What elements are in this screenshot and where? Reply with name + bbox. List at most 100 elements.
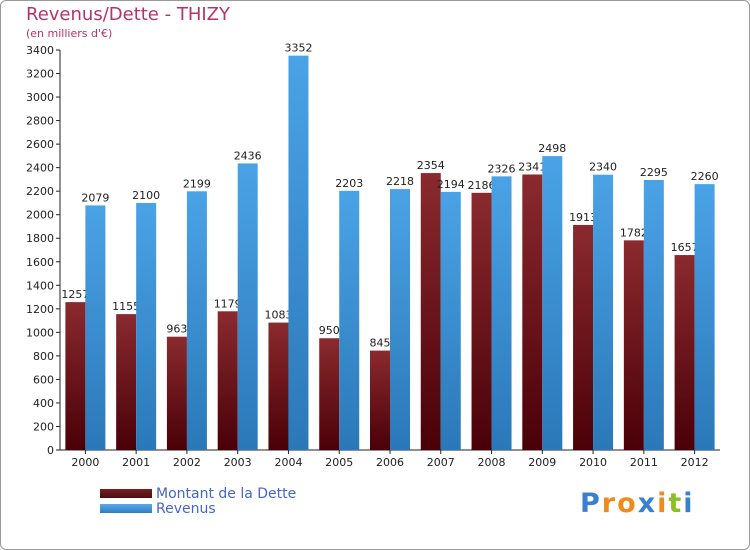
data-label-debt: 950 xyxy=(319,324,340,337)
bar-revenue xyxy=(237,163,258,451)
data-label-revenue: 2498 xyxy=(538,142,566,155)
bar-revenue xyxy=(339,190,360,450)
y-tick-label: 2600 xyxy=(26,138,54,151)
bar-debt xyxy=(268,322,289,450)
y-tick-label: 1800 xyxy=(26,232,54,245)
x-tick-label: 2010 xyxy=(579,456,607,469)
x-tick-label: 2011 xyxy=(630,456,658,469)
data-label-revenue: 3352 xyxy=(284,42,312,55)
bar-debt xyxy=(65,302,86,450)
data-label-debt: 1657 xyxy=(671,241,699,254)
data-label-revenue: 2199 xyxy=(183,177,211,190)
bar-debt xyxy=(420,173,441,450)
y-tick-label: 1000 xyxy=(26,326,54,339)
legend-label-debt: Montant de la Dette xyxy=(156,485,297,502)
bar-debt xyxy=(674,255,695,450)
bar-debt xyxy=(166,336,187,450)
y-tick-label: 200 xyxy=(33,420,54,433)
chart-subtitle: (en milliers d'€) xyxy=(26,27,113,40)
data-label-revenue: 2295 xyxy=(640,166,668,179)
y-tick-label: 3200 xyxy=(26,68,54,81)
y-tick-label: 1200 xyxy=(26,303,54,316)
data-label-revenue: 2326 xyxy=(488,162,516,175)
logo-letter: t xyxy=(668,488,684,519)
data-label-revenue: 2436 xyxy=(234,149,262,162)
data-label-revenue: 2100 xyxy=(132,189,160,202)
bar-revenue xyxy=(491,176,512,450)
bar-debt xyxy=(471,192,492,450)
x-tick-label: 2004 xyxy=(274,456,302,469)
bar-revenue xyxy=(390,189,410,450)
bar-debt xyxy=(623,240,644,450)
bar-revenue xyxy=(694,184,715,450)
data-label-revenue: 2079 xyxy=(81,191,109,204)
y-tick-label: 3000 xyxy=(26,91,54,104)
logo-letter: o xyxy=(617,488,638,519)
data-label-revenue: 2218 xyxy=(386,175,414,188)
x-tick-label: 2006 xyxy=(376,456,404,469)
data-label-debt: 963 xyxy=(166,323,187,336)
logo-letter: i xyxy=(683,488,695,519)
bar-revenue xyxy=(85,205,106,450)
data-label-debt: 845 xyxy=(370,337,391,350)
x-tick-label: 2007 xyxy=(427,456,455,469)
data-label-debt: 1179 xyxy=(214,297,242,310)
legend-item-revenue: Revenus xyxy=(100,500,296,517)
x-tick-label: 2001 xyxy=(122,456,150,469)
bar-debt xyxy=(116,314,137,450)
data-label-debt: 2354 xyxy=(417,159,445,172)
bar-revenue xyxy=(643,180,664,450)
y-tick-label: 3400 xyxy=(26,44,54,57)
bar-revenue xyxy=(440,191,461,450)
x-tick-label: 2003 xyxy=(224,456,252,469)
x-tick-label: 2012 xyxy=(681,456,709,469)
logo-letter: x xyxy=(637,488,658,519)
bar-revenue xyxy=(186,191,207,450)
x-tick-label: 2008 xyxy=(478,456,506,469)
legend-item-debt: Montant de la Dette xyxy=(100,485,297,502)
logo-letter: P xyxy=(580,488,602,519)
data-label-debt: 1913 xyxy=(569,211,597,224)
data-label-revenue: 2260 xyxy=(691,170,719,183)
x-tick-label: 2002 xyxy=(173,456,201,469)
legend: Montant de la Dette Revenus xyxy=(100,485,297,517)
chart-title: Revenus/Dette - THIZY xyxy=(26,4,230,25)
y-tick-label: 800 xyxy=(33,350,54,363)
y-tick-label: 2400 xyxy=(26,162,54,175)
y-tick-label: 0 xyxy=(47,444,54,457)
data-label-debt: 1782 xyxy=(620,226,648,239)
bar-debt xyxy=(573,224,594,450)
bar-revenue xyxy=(288,55,309,450)
y-tick-label: 2000 xyxy=(26,209,54,222)
bar-revenue xyxy=(593,174,614,451)
y-tick-label: 2800 xyxy=(26,115,54,128)
y-tick-label: 2200 xyxy=(26,185,54,198)
data-label-debt: 2341 xyxy=(518,160,546,173)
bar-debt xyxy=(522,174,543,450)
bar-debt xyxy=(319,338,340,450)
y-tick-label: 600 xyxy=(33,373,54,386)
legend-swatch-revenue xyxy=(100,504,152,513)
bar-debt xyxy=(217,311,238,450)
data-label-revenue: 2340 xyxy=(589,161,617,174)
data-label-debt: 1155 xyxy=(112,300,140,313)
y-tick-label: 1600 xyxy=(26,256,54,269)
data-label-revenue: 2203 xyxy=(335,177,363,190)
data-label-debt: 2186 xyxy=(468,179,496,192)
x-tick-label: 2009 xyxy=(528,456,556,469)
x-tick-label: 2000 xyxy=(71,456,99,469)
y-tick-label: 1400 xyxy=(26,279,54,292)
bar-debt xyxy=(370,350,390,450)
logo-letter: r xyxy=(601,488,618,519)
data-label-debt: 1257 xyxy=(61,288,89,301)
proxiti-logo: Proxiti xyxy=(580,488,695,519)
legend-label-revenue: Revenus xyxy=(156,500,216,517)
y-tick-label: 400 xyxy=(33,397,54,410)
bar-revenue xyxy=(136,202,157,450)
bar-revenue xyxy=(542,156,563,450)
legend-swatch-debt xyxy=(100,489,152,498)
data-label-debt: 1083 xyxy=(264,309,292,322)
data-label-revenue: 2194 xyxy=(437,178,465,191)
x-tick-label: 2005 xyxy=(325,456,353,469)
